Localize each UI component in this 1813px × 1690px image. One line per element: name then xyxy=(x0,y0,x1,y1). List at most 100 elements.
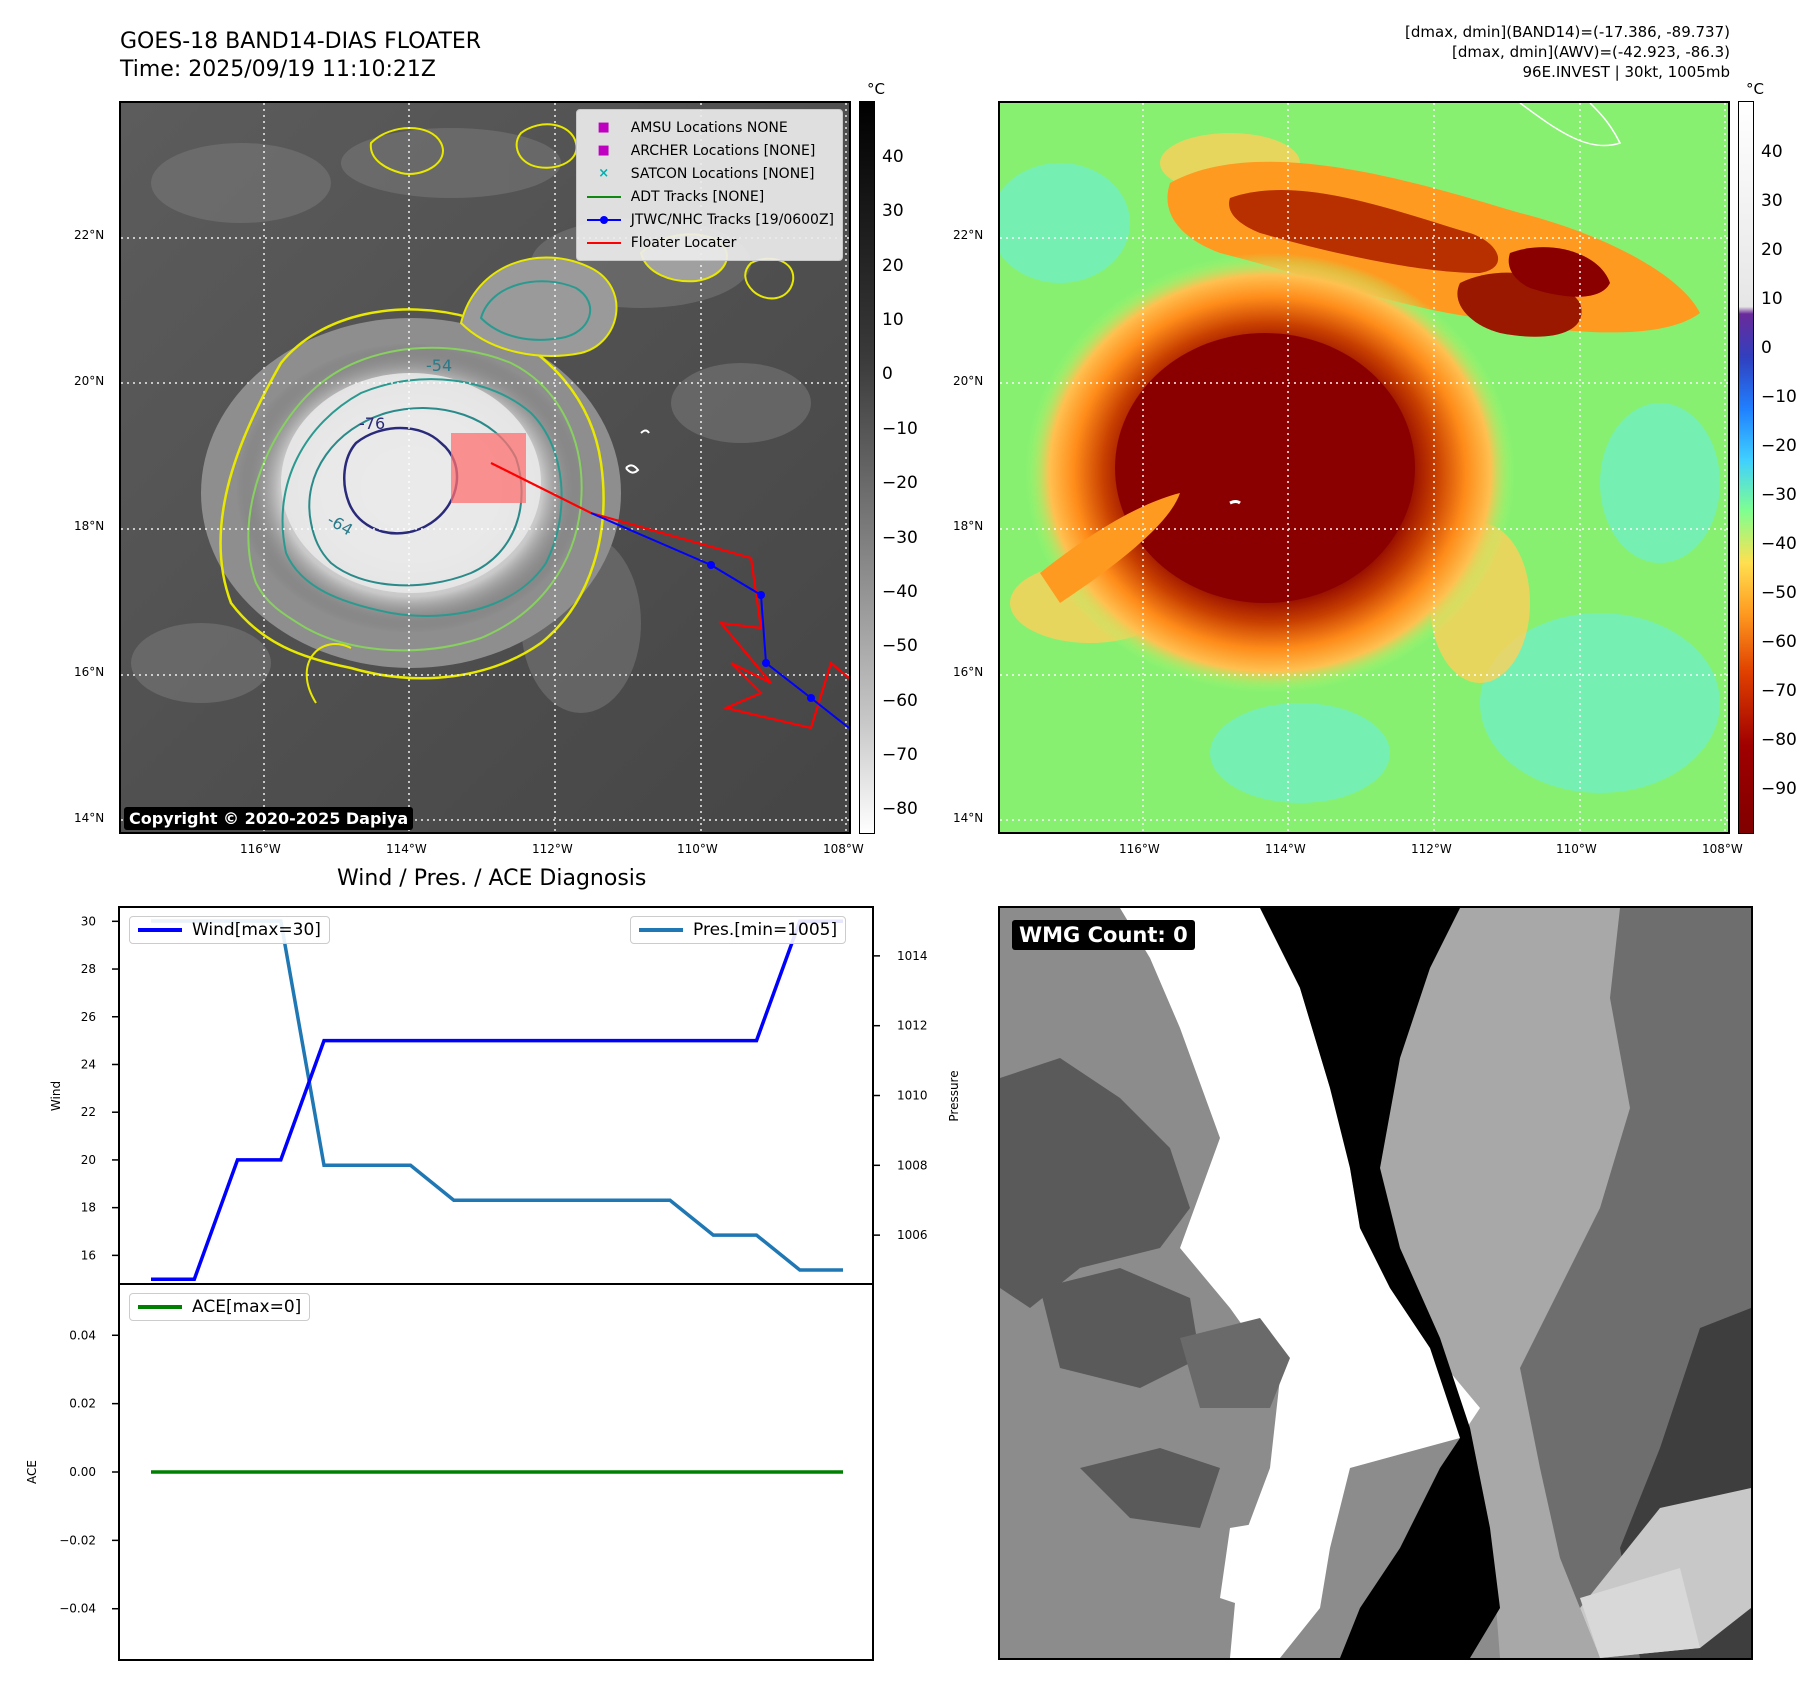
wv-lat-label: 18°N xyxy=(953,519,984,533)
colorbar-tick: −60 xyxy=(882,691,918,711)
ace-legend: ACE[max=0] xyxy=(129,1293,311,1321)
colorbar-tick: −60 xyxy=(1761,632,1797,652)
legend-item-satcon: × SATCON Locations [NONE] xyxy=(585,162,834,185)
pressure-tick-label: 1006 xyxy=(897,1228,928,1242)
colorbar-tick: −50 xyxy=(1761,583,1797,603)
ir-lon-label: 112°W xyxy=(532,842,573,856)
ace-axis-label: ACE xyxy=(25,1460,39,1484)
colorbar-tick: −40 xyxy=(882,582,918,602)
wmg-count-badge: WMG Count: 0 xyxy=(1012,920,1195,950)
colorbar-tick: −70 xyxy=(1761,681,1797,701)
wv-satellite-image xyxy=(1000,103,1728,832)
legend-label-archer: ARCHER Locations [NONE] xyxy=(630,142,816,159)
legend-item-jtwc: JTWC/NHC Tracks [19/0600Z] xyxy=(585,208,834,231)
colorbar-tick: −50 xyxy=(882,636,918,656)
ace-tick-label: −0.04 xyxy=(59,1602,96,1616)
colorbar-tick: 10 xyxy=(882,310,904,330)
stats-line1: [dmax, dmin](BAND14)=(-17.386, -89.737) xyxy=(1405,23,1730,41)
pressure-legend: Pres.[min=1005] xyxy=(630,916,847,944)
wind-tick-label: 20 xyxy=(81,1153,96,1167)
contour-label-76: -76 xyxy=(359,414,385,433)
colorbar-tick: −10 xyxy=(882,419,918,439)
pressure-legend-line-icon xyxy=(639,928,683,932)
pressure-legend-label: Pres.[min=1005] xyxy=(693,920,838,940)
pressure-tick-label: 1008 xyxy=(897,1158,928,1172)
line-marker-icon xyxy=(585,189,623,204)
line-marker-icon xyxy=(585,235,623,250)
ir-lon-label: 108°W xyxy=(823,842,864,856)
colorbar-tick: −40 xyxy=(1761,534,1797,554)
ir-lon-label: 110°W xyxy=(677,842,718,856)
dot-line-marker-icon xyxy=(585,212,623,227)
legend-item-archer: ■ ARCHER Locations [NONE] xyxy=(585,139,834,162)
stats-line2: [dmax, dmin](AWV)=(-42.923, -86.3) xyxy=(1451,43,1730,61)
wind-series-line xyxy=(151,919,843,1281)
wind-tick-label: 28 xyxy=(81,962,96,976)
colorbar-tick: −30 xyxy=(1761,485,1797,505)
wind-pressure-axes xyxy=(118,906,874,1285)
colorbar-tick: 20 xyxy=(1761,240,1783,260)
colorbar-tick: 30 xyxy=(882,201,904,221)
ir-title-line2: Time: 2025/09/19 11:10:21Z xyxy=(120,57,436,82)
legend-label-floater: Floater Locater xyxy=(630,234,737,251)
ace-legend-label: ACE[max=0] xyxy=(192,1297,302,1317)
ir-satellite-panel: -54 -76 -64 ■ AMSU Locations NONE ■ ARCH… xyxy=(119,101,851,834)
wv-satellite-panel xyxy=(998,101,1730,834)
storm-info: 96E.INVEST | 30kt, 1005mb xyxy=(1522,63,1731,81)
colorbar-tick: −20 xyxy=(882,473,918,493)
ace-tick-label: 0.00 xyxy=(69,1465,96,1479)
ir-lon-label: 114°W xyxy=(386,842,427,856)
pressure-tick-label: 1012 xyxy=(897,1019,928,1033)
wind-tick-label: 22 xyxy=(81,1105,96,1119)
wv-colorbar-unit: °C xyxy=(1746,80,1764,98)
colorbar-tick: −30 xyxy=(882,528,918,548)
wind-tick-label: 26 xyxy=(81,1010,96,1024)
legend-label-jtwc: JTWC/NHC Tracks [19/0600Z] xyxy=(630,211,834,228)
colorbar-tick: −10 xyxy=(1761,387,1797,407)
colorbar-tick: 40 xyxy=(1761,142,1783,162)
floater-box xyxy=(451,433,526,503)
ace-legend-line-icon xyxy=(138,1305,182,1309)
wind-tick-label: 24 xyxy=(81,1057,96,1071)
ace-tick-label: −0.02 xyxy=(59,1533,96,1547)
wv-lon-label: 108°W xyxy=(1702,842,1743,856)
pressure-tick-label: 1014 xyxy=(897,949,928,963)
wind-legend-line-icon xyxy=(138,928,182,932)
diagnosis-title: Wind / Pres. / ACE Diagnosis xyxy=(337,866,647,891)
colorbar-tick: 0 xyxy=(882,364,893,384)
wind-legend: Wind[max=30] xyxy=(129,916,330,944)
legend-label-satcon: SATCON Locations [NONE] xyxy=(630,165,815,182)
wv-lat-label: 20°N xyxy=(953,374,984,388)
ir-lat-label: 20°N xyxy=(74,374,105,388)
wind-axis-label: Wind xyxy=(49,1081,63,1111)
pressure-tick-label: 1010 xyxy=(897,1089,928,1103)
square-marker-icon: ■ xyxy=(597,143,610,158)
wind-tick-label: 18 xyxy=(81,1201,96,1215)
diagnosis-chart: 16 18 20 22 24 26 28 30 1006 1008 1010 1012 1014 0.… xyxy=(25,906,960,1661)
legend-label-amsu: AMSU Locations NONE xyxy=(630,119,788,136)
ir-lat-label: 22°N xyxy=(74,228,105,242)
colorbar-tick: −80 xyxy=(1761,730,1797,750)
contour-label-54: -54 xyxy=(426,356,452,375)
jtwc-nhc-track xyxy=(590,512,849,729)
ir-lon-label: 116°W xyxy=(240,842,281,856)
wv-lon-label: 110°W xyxy=(1556,842,1597,856)
square-marker-icon: ■ xyxy=(597,120,610,135)
legend-item-amsu: ■ AMSU Locations NONE xyxy=(585,116,834,139)
ir-title-line1: GOES-18 BAND14-DIAS FLOATER xyxy=(120,29,482,54)
colorbar-tick: −70 xyxy=(882,745,918,765)
ace-tick-label: 0.02 xyxy=(69,1397,96,1411)
ir-lat-label: 16°N xyxy=(74,665,105,679)
legend-item-floater: Floater Locater xyxy=(585,231,834,254)
colorbar-tick: 0 xyxy=(1761,338,1772,358)
wv-lon-label: 116°W xyxy=(1119,842,1160,856)
colorbar-tick: −90 xyxy=(1761,779,1797,799)
wind-tick-label: 30 xyxy=(81,914,96,928)
wmg-image xyxy=(1000,908,1751,1658)
legend-item-adt: ADT Tracks [NONE] xyxy=(585,185,834,208)
wind-tick-label: 16 xyxy=(81,1248,96,1262)
ir-legend: ■ AMSU Locations NONE ■ ARCHER Locations… xyxy=(575,109,843,261)
colorbar-tick: −80 xyxy=(882,799,918,819)
pressure-axis-label: Pressure xyxy=(947,1070,960,1121)
wv-lon-label: 114°W xyxy=(1265,842,1306,856)
